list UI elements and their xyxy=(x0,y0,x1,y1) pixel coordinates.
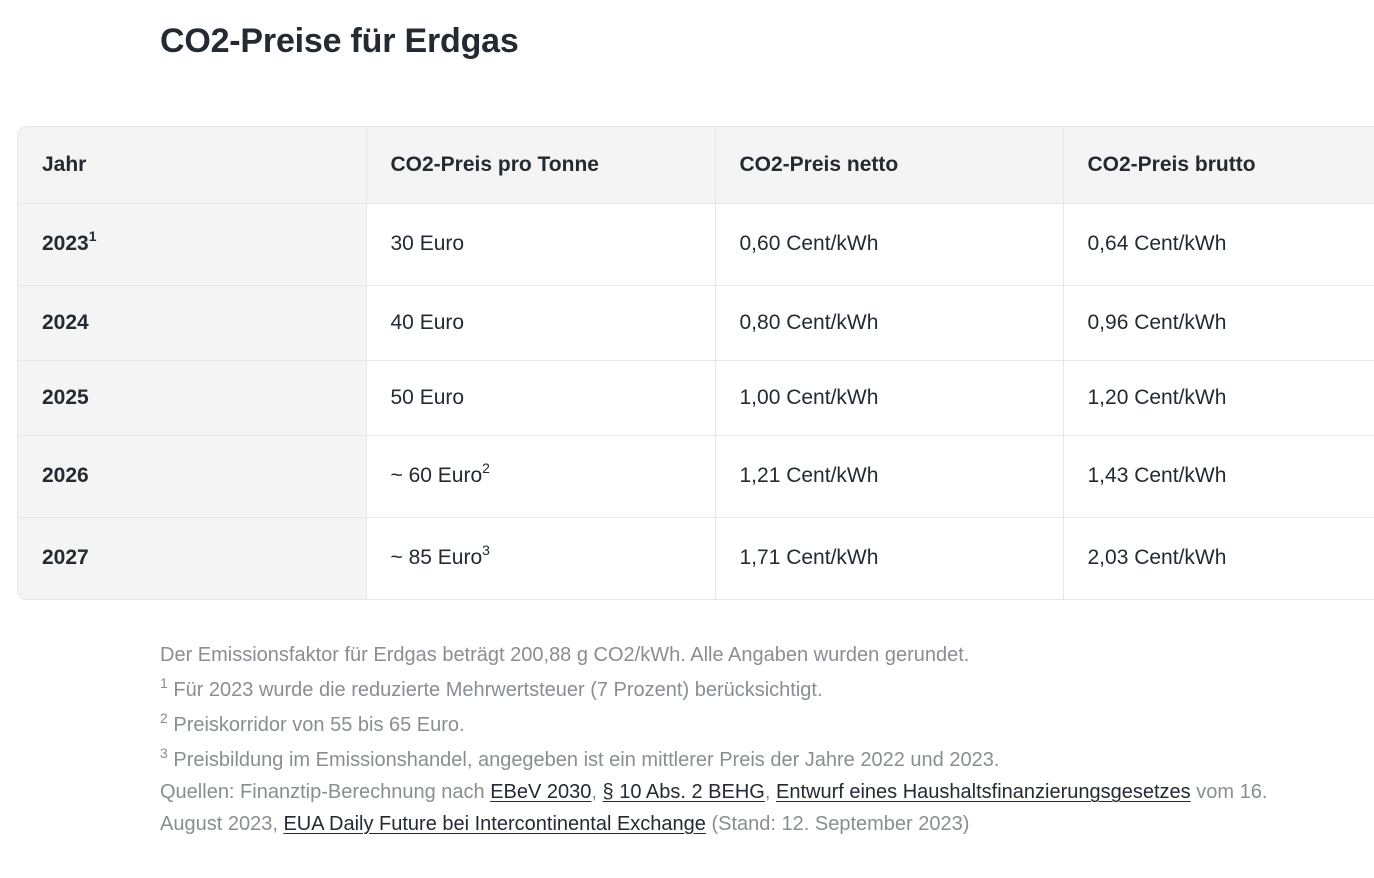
footnote-text: Preisbildung im Emissionshandel, angegeb… xyxy=(167,749,1000,771)
header-price-gross: CO2-Preis brutto xyxy=(1062,127,1374,203)
cell-price-per-ton: 30 Euro xyxy=(365,203,715,285)
cell-price-gross: 0,64 Cent/kWh xyxy=(1062,203,1374,285)
table-notes: Der Emissionsfaktor für Erdgas beträgt 2… xyxy=(160,640,1270,844)
table-header-row: Jahr CO2-Preis pro Tonne CO2-Preis netto… xyxy=(18,127,1374,203)
footnote-text: Für 2023 wurde die reduzierte Mehrwertst… xyxy=(167,679,823,701)
sources-prefix: Quellen: Finanztip-Berechnung nach xyxy=(160,781,491,803)
cell-price-gross: 0,96 Cent/kWh xyxy=(1062,285,1374,360)
sources-stand: (Stand: 12. September 2023) xyxy=(705,812,970,835)
cell-price-per-ton: 50 Euro xyxy=(365,360,715,435)
table-row: 2026 ~ 60 Euro2 1,21 Cent/kWh 1,43 Cent/… xyxy=(18,435,1374,517)
page-title: CO2-Preise für Erdgas xyxy=(160,22,519,60)
table-row: 20231 30 Euro 0,60 Cent/kWh 0,64 Cent/kW… xyxy=(18,203,1374,285)
footnote-3: 3 Preisbildung im Emissionshandel, angeg… xyxy=(160,745,1270,777)
table-row: 2024 40 Euro 0,80 Cent/kWh 0,96 Cent/kWh xyxy=(18,285,1374,360)
footnote-mark: 2 xyxy=(160,710,168,726)
sources-note: Quellen: Finanztip-Berechnung nach EBeV … xyxy=(160,777,1270,840)
header-price-net: CO2-Preis netto xyxy=(714,127,1063,203)
price-value: ~ 85 Euro xyxy=(390,546,483,570)
cell-price-per-ton: ~ 60 Euro2 xyxy=(365,435,715,517)
header-year: Jahr xyxy=(42,152,87,176)
footnote-2: 2 Preiskorridor von 55 bis 65 Euro. xyxy=(160,710,1270,742)
cell-price-net: 1,71 Cent/kWh xyxy=(714,517,1063,599)
footnote-mark: 1 xyxy=(88,228,97,244)
cell-price-net: 1,21 Cent/kWh xyxy=(714,435,1063,517)
link-eua-daily-future[interactable]: EUA Daily Future bei Intercontinental Ex… xyxy=(283,812,706,835)
sources-separator: , xyxy=(764,781,776,803)
footnote-text: Preiskorridor von 55 bis 65 Euro. xyxy=(167,714,465,736)
price-value: ~ 60 Euro xyxy=(390,464,483,487)
header-price-per-ton: CO2-Preis pro Tonne xyxy=(365,127,715,203)
cell-price-per-ton: ~ 85 Euro3 xyxy=(365,517,715,599)
sources-separator: , xyxy=(591,781,603,803)
cell-price-per-ton: 40 Euro xyxy=(365,285,715,360)
link-haushaltsfinanzierungsgesetz[interactable]: Entwurf eines Haushaltsfinanzierungsgese… xyxy=(776,781,1191,803)
year-value: 2023 xyxy=(42,232,89,255)
cell-year: 2024 xyxy=(18,285,366,360)
cell-price-gross: 1,20 Cent/kWh xyxy=(1062,360,1374,435)
cell-price-gross: 2,03 Cent/kWh xyxy=(1062,517,1374,599)
cell-price-net: 1,00 Cent/kWh xyxy=(714,360,1063,435)
cell-year: 2026 xyxy=(18,435,366,517)
co2-price-table: Jahr CO2-Preis pro Tonne CO2-Preis netto… xyxy=(17,126,1374,600)
footnote-mark: 1 xyxy=(160,675,168,691)
footnote-1: 1 Für 2023 wurde die reduzierte Mehrwert… xyxy=(160,675,1270,707)
table-row: 2025 50 Euro 1,00 Cent/kWh 1,20 Cent/kWh xyxy=(18,360,1374,435)
cell-price-net: 0,60 Cent/kWh xyxy=(714,203,1063,285)
table-row: 2027 ~ 85 Euro3 1,71 Cent/kWh 2,03 Cent/… xyxy=(18,517,1374,599)
footnote-mark: 3 xyxy=(160,745,168,761)
cell-price-gross: 1,43 Cent/kWh xyxy=(1062,435,1374,517)
cell-year: 20231 xyxy=(18,203,366,285)
sources-date: vom 16. August 2023, xyxy=(160,781,1268,835)
footnote-mark: 2 xyxy=(482,460,490,476)
emission-factor-note: Der Emissionsfaktor für Erdgas beträgt 2… xyxy=(160,644,970,666)
link-ebev-2030[interactable]: EBeV 2030 xyxy=(490,781,592,803)
cell-year: 2025 xyxy=(18,360,366,435)
footnote-mark: 3 xyxy=(482,542,490,559)
cell-year: 2027 xyxy=(18,517,366,599)
link-behg[interactable]: § 10 Abs. 2 BEHG xyxy=(602,781,765,803)
cell-price-net: 0,80 Cent/kWh xyxy=(714,285,1063,360)
